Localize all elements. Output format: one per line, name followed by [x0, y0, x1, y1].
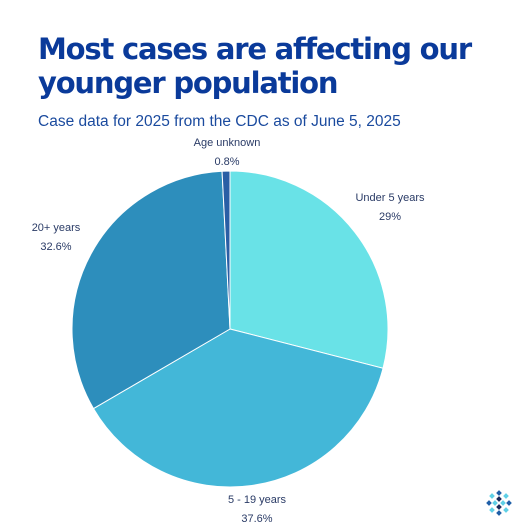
pie-slice-under-5-years — [229, 170, 389, 369]
pie-slice-age-unknown — [221, 170, 231, 330]
chart-subtitle: Case data for 2025 from the CDC as of Ju… — [38, 113, 401, 130]
pie-slice-20-years — [71, 170, 231, 410]
slice-value-label: 32.6% — [40, 241, 71, 253]
chart-title: Most cases are affecting our younger pop… — [38, 32, 472, 100]
slice-value-label: 0.8% — [214, 156, 239, 168]
slice-value-label: 29% — [379, 211, 401, 223]
slice-label: Age unknown — [194, 137, 261, 149]
slice-label: 5 - 19 years — [228, 494, 287, 506]
slice-label: Under 5 years — [355, 192, 425, 204]
pie-slice-5-19-years — [92, 328, 384, 488]
organization-logo-icon — [486, 490, 512, 516]
slice-label: 20+ years — [32, 222, 81, 234]
slice-value-label: 37.6% — [241, 513, 272, 525]
